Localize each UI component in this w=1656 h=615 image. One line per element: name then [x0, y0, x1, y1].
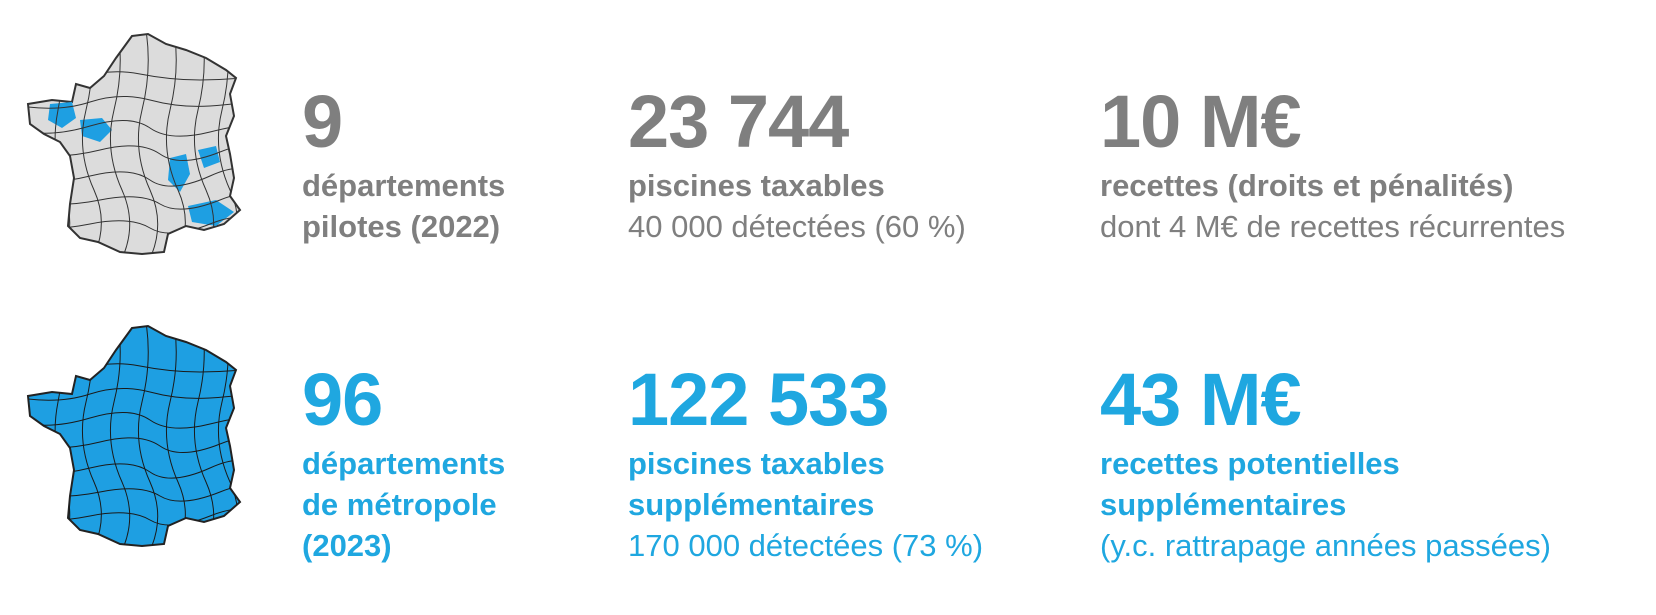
pilot-2022-row: 9 départements pilotes (2022) 23 744 pis… [0, 30, 1656, 270]
taxable-pools-additional-label-line-2: supplémentaires [628, 487, 875, 522]
departments-pilot-label-line-2: pilotes (2022) [302, 209, 501, 244]
france-map-pilot-departments-icon [26, 32, 242, 256]
departments-pilot-label-line-1: départements [302, 168, 506, 203]
france-map-all-departments-icon [26, 324, 242, 548]
departments-metropole-value: 96 [302, 358, 383, 441]
revenue-potential-catchup: (y.c. rattrapage années passées) [1100, 528, 1551, 563]
revenue-pilot-value: 10 M€ [1100, 80, 1302, 163]
taxable-pools-additional-value: 122 533 [628, 358, 890, 441]
revenue-potential-label-line-1: recettes potentielles [1100, 446, 1400, 481]
departments-pilot-value: 9 [302, 80, 343, 163]
departments-metropole-label-line-1: départements [302, 446, 506, 481]
taxable-pools-additional-stat: 122 533 piscines taxables supplémentaire… [628, 363, 983, 566]
departments-metropole-stat: 96 départements de métropole (2023) [302, 363, 505, 566]
revenue-pilot-recurring: dont 4 M€ de recettes récurrentes [1100, 209, 1566, 244]
revenue-potential-label-line-2: supplémentaires [1100, 487, 1347, 522]
revenue-potential-stat: 43 M€ recettes potentielles supplémentai… [1100, 363, 1551, 566]
taxable-pools-pilot-detected: 40 000 détectées (60 %) [628, 209, 966, 244]
taxable-pools-pilot-stat: 23 744 piscines taxables 40 000 détectée… [628, 85, 966, 247]
metropole-2023-row: 96 départements de métropole (2023) 122 … [0, 318, 1656, 608]
revenue-potential-value: 43 M€ [1100, 358, 1302, 441]
taxable-pools-pilot-value: 23 744 [628, 80, 849, 163]
taxable-pools-pilot-label: piscines taxables [628, 168, 885, 203]
taxable-pools-additional-label-line-1: piscines taxables [628, 446, 885, 481]
revenue-pilot-stat: 10 M€ recettes (droits et pénalités) don… [1100, 85, 1565, 247]
departments-pilot-stat: 9 départements pilotes (2022) [302, 85, 505, 247]
revenue-pilot-label: recettes (droits et pénalités) [1100, 168, 1514, 203]
departments-metropole-label-line-2: de métropole [302, 487, 497, 522]
departments-metropole-label-line-3: (2023) [302, 528, 392, 563]
taxable-pools-additional-detected: 170 000 détectées (73 %) [628, 528, 984, 563]
